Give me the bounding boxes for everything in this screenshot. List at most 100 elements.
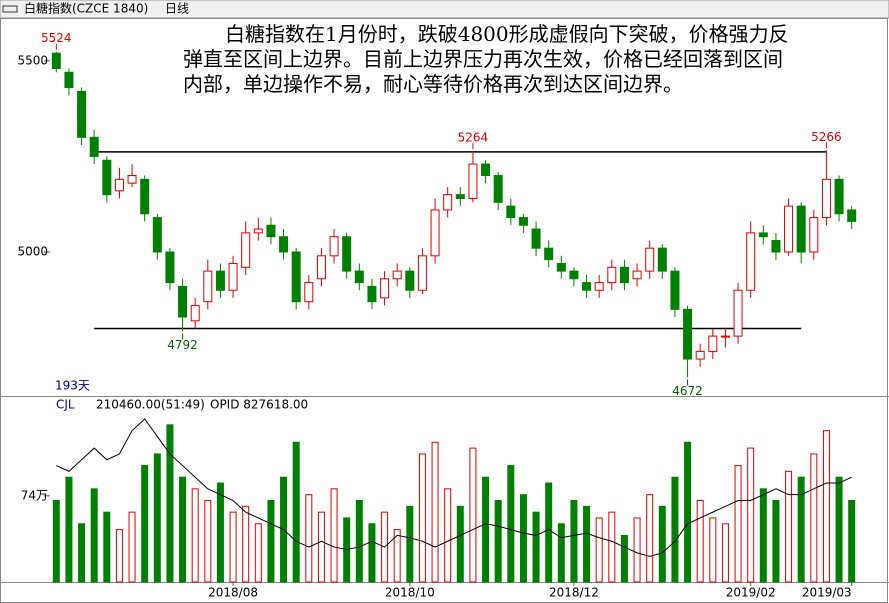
volume-bar [317, 511, 325, 583]
candle-body [127, 175, 137, 184]
volume-bar [658, 505, 666, 583]
candle-body [114, 178, 124, 192]
volume-bar [482, 476, 490, 583]
volume-bar [507, 465, 515, 583]
candle-body [544, 247, 554, 261]
y2-tick-label: 74万 [21, 488, 48, 502]
volume-bar [848, 499, 856, 583]
volume-bar [115, 529, 123, 583]
volume-average [56, 418, 852, 557]
candle-body [253, 228, 263, 234]
candle-body [329, 236, 339, 257]
volume-bar [608, 511, 616, 583]
candle-body [342, 236, 352, 272]
candle-body [291, 251, 301, 303]
volume-bar [242, 505, 250, 583]
volume-bar [305, 494, 313, 583]
chart-title: 白糖指数(CZCE 1840) [24, 1, 148, 16]
volume-bar [570, 499, 578, 583]
days-label: 193天 [55, 379, 90, 393]
volume-bar [431, 441, 439, 583]
candle-body [821, 178, 831, 219]
candle-body [304, 282, 314, 303]
x-tick-label: 2018/10 [385, 586, 435, 600]
candle-body [228, 262, 238, 291]
candle-body [657, 247, 667, 272]
volume-bar [469, 447, 477, 583]
candle-body [266, 224, 276, 238]
annotation: 白糖指数在1月份时，跌破4800形成虚假向下突破，价格强力反弹直至区间上边界。目… [183, 22, 789, 96]
candle-body [619, 266, 629, 284]
candle-body [190, 305, 200, 322]
high-label: 5524 [41, 31, 72, 45]
candle-body [165, 251, 175, 284]
volume-bar [355, 499, 363, 583]
candle-body [607, 266, 617, 284]
candle-body [354, 270, 364, 284]
volume-bar [709, 517, 717, 583]
volume-name[interactable]: CJL [56, 398, 75, 412]
volume-bar [646, 494, 654, 583]
candle-body [417, 255, 427, 291]
candle-body [645, 247, 655, 272]
icon [2, 5, 18, 13]
volume-bar [65, 476, 73, 583]
candle-body [481, 163, 491, 177]
volume-bar [406, 505, 414, 583]
volume-bar [583, 505, 591, 583]
low-label: 4792 [167, 338, 198, 352]
volume-bar [128, 511, 136, 583]
candle-body [847, 209, 857, 222]
candle-body [784, 205, 794, 253]
volume-bar [78, 523, 86, 583]
volume-bar [267, 499, 275, 583]
candle-body [215, 270, 225, 291]
volume-bar [52, 499, 60, 583]
y-tick-label: 5000 [17, 245, 48, 259]
volume-bar [557, 523, 565, 583]
volume-bar [519, 494, 527, 583]
candle-body [733, 289, 743, 337]
candle-body [518, 217, 528, 226]
candle-body [316, 255, 326, 280]
candle-body [556, 262, 566, 272]
x-tick-label: 2018/08 [208, 586, 258, 600]
candle-body [531, 228, 541, 249]
volume-bar [292, 441, 300, 583]
volume-bar [734, 465, 742, 583]
candle-body [380, 278, 390, 299]
candle-body [392, 270, 402, 280]
volume-bar [153, 453, 161, 583]
candle-body [670, 270, 680, 310]
x-tick-label: 2018/12 [549, 586, 599, 600]
volume-bar [633, 517, 641, 583]
volume-bar [343, 517, 351, 583]
period[interactable]: 日线 [165, 2, 189, 16]
candle-body [443, 194, 453, 211]
x-tick-label: 2019/03 [802, 586, 852, 600]
volume-reading: 210460.00(51:49) [96, 398, 205, 412]
candle-body [279, 236, 289, 253]
volume-bar [772, 499, 780, 583]
candle-body [594, 282, 604, 291]
candle-body [140, 178, 150, 215]
candle-body [683, 308, 693, 360]
volume-bar [418, 453, 426, 583]
volume-bar [368, 523, 376, 583]
volume-bar [835, 476, 843, 583]
volume-bar [620, 534, 628, 583]
candle-body [809, 217, 819, 253]
volume-bar [810, 453, 818, 583]
candle-body [582, 282, 592, 291]
high-label: 5266 [811, 130, 842, 144]
candle-body [708, 335, 718, 352]
volume-bar [229, 511, 237, 583]
volume-bar [166, 424, 174, 583]
volume-bar [671, 476, 679, 583]
volume-bar [721, 523, 729, 583]
candle-body [493, 175, 503, 203]
volume-bar [785, 470, 793, 583]
high-label: 5264 [458, 131, 489, 145]
